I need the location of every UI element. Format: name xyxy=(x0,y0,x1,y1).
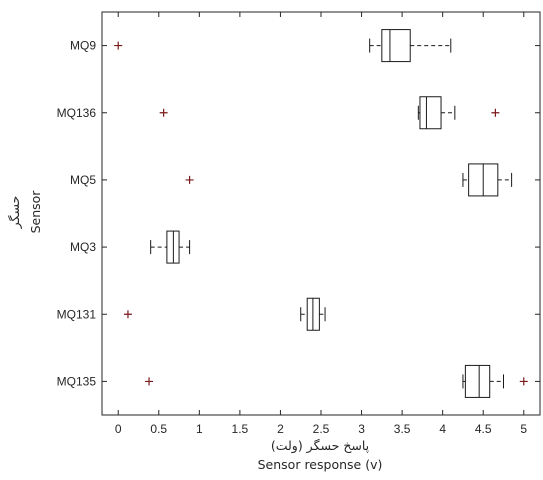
x-axis-label-fa: پاسخ حسگر (ولت) xyxy=(271,438,370,454)
box-iqr xyxy=(464,364,491,398)
y-axis-label: Sensor xyxy=(28,190,43,234)
outlier-marker xyxy=(185,175,194,184)
x-tick-label: 2.5 xyxy=(313,422,330,436)
outlier-marker xyxy=(145,377,154,386)
x-tick-label: 3 xyxy=(358,422,365,436)
x-tick-label: 2 xyxy=(277,422,284,436)
x-tick-label: 0 xyxy=(115,422,122,436)
y-tick-label: MQ3 xyxy=(70,240,96,254)
x-tick-label: 1.5 xyxy=(232,422,249,436)
box-iqr xyxy=(419,96,442,130)
x-tick-label: 3.5 xyxy=(394,422,411,436)
y-tick-label: MQ9 xyxy=(70,39,96,53)
outlier-marker xyxy=(123,310,132,319)
outlier-marker xyxy=(159,108,168,117)
x-tick-label: 4.5 xyxy=(475,422,492,436)
y-tick-label: MQ136 xyxy=(57,106,97,120)
y-tick-label: MQ5 xyxy=(70,173,96,187)
y-tick-label: MQ131 xyxy=(57,307,97,321)
outlier-marker xyxy=(491,108,500,117)
x-axis-label: Sensor response (v) xyxy=(258,457,383,472)
y-tick-label: MQ135 xyxy=(57,374,97,388)
outlier-marker xyxy=(519,377,528,386)
x-tick-label: 4 xyxy=(439,422,446,436)
x-tick-label: 0.5 xyxy=(150,422,167,436)
x-tick-label: 5 xyxy=(520,422,527,436)
outlier-marker xyxy=(114,41,123,50)
box-iqr xyxy=(381,29,411,63)
plot-area-frame xyxy=(101,11,541,416)
x-tick-label: 1 xyxy=(196,422,203,436)
y-axis-label-fa: حسگر xyxy=(7,196,23,230)
